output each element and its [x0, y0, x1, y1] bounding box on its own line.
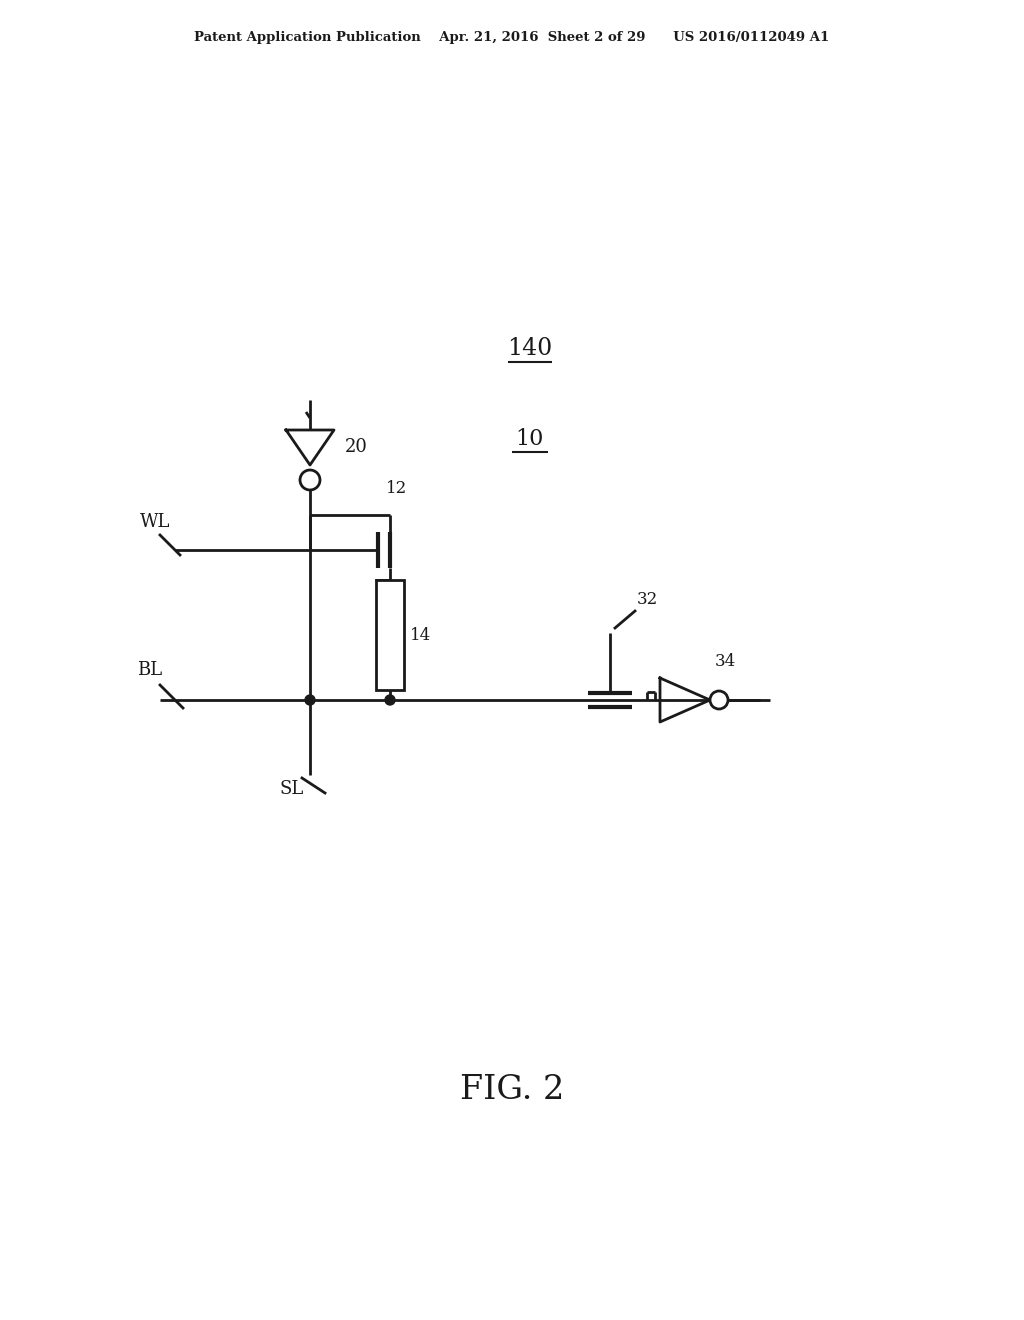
Text: 32: 32	[637, 591, 658, 609]
Text: BL: BL	[137, 661, 163, 678]
Text: WL: WL	[140, 513, 170, 531]
Text: 34: 34	[715, 653, 736, 671]
Text: 20: 20	[345, 438, 368, 457]
Circle shape	[305, 696, 315, 705]
Text: 14: 14	[410, 627, 431, 644]
Text: 140: 140	[507, 337, 553, 360]
Text: FIG. 2: FIG. 2	[460, 1074, 564, 1106]
Circle shape	[710, 690, 728, 709]
Circle shape	[385, 696, 395, 705]
Bar	[376, 579, 404, 690]
Circle shape	[300, 470, 319, 490]
Text: 10: 10	[516, 428, 544, 450]
Text: 12: 12	[386, 480, 408, 498]
Text: Patent Application Publication    Apr. 21, 2016  Sheet 2 of 29      US 2016/0112: Patent Application Publication Apr. 21, …	[195, 32, 829, 45]
Text: SL: SL	[280, 780, 304, 799]
